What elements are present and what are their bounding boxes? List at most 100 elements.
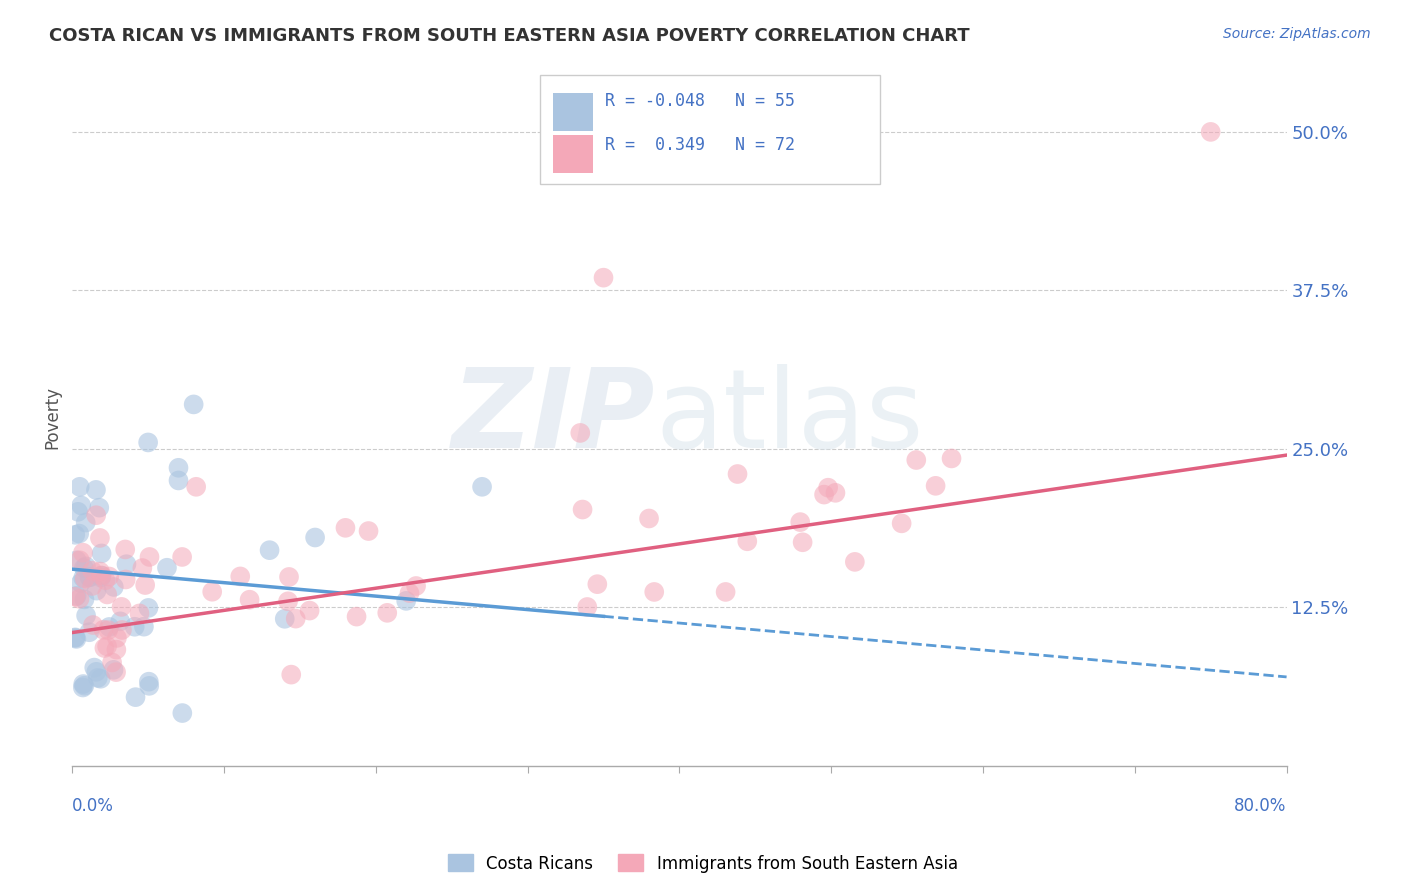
Point	[84, 483, 107, 497]
Point	[98, 620, 121, 634]
Point	[132, 620, 155, 634]
Point	[66, 553, 89, 567]
Point	[284, 612, 307, 626]
Point	[84, 665, 107, 679]
Point	[93, 623, 115, 637]
Point	[277, 594, 299, 608]
Point	[69, 480, 91, 494]
Point	[124, 620, 146, 634]
Point	[80, 564, 103, 578]
Point	[638, 511, 661, 525]
Point	[82, 618, 104, 632]
Point	[924, 479, 946, 493]
Point	[131, 561, 153, 575]
Point	[335, 521, 357, 535]
Point	[89, 565, 111, 579]
Point	[96, 587, 118, 601]
Text: 0.0%: 0.0%	[72, 797, 114, 815]
Point	[105, 665, 128, 680]
Point	[79, 570, 101, 584]
Point	[65, 590, 87, 604]
Point	[357, 524, 380, 538]
Point	[67, 526, 90, 541]
Point	[395, 594, 418, 608]
Point	[817, 481, 839, 495]
Point	[569, 425, 592, 440]
Point	[576, 599, 599, 614]
Y-axis label: Poverty: Poverty	[44, 385, 60, 449]
Point	[70, 499, 93, 513]
Text: R =  0.349   N = 72: R = 0.349 N = 72	[606, 136, 796, 154]
Text: Source: ZipAtlas.com: Source: ZipAtlas.com	[1223, 27, 1371, 41]
Point	[111, 623, 134, 637]
Point	[69, 591, 91, 606]
Point	[69, 576, 91, 591]
FancyBboxPatch shape	[553, 135, 593, 173]
Point	[304, 531, 326, 545]
FancyBboxPatch shape	[540, 76, 880, 184]
Point	[110, 599, 132, 614]
Point	[346, 609, 368, 624]
Point	[183, 397, 205, 411]
Point	[65, 632, 87, 646]
Point	[905, 453, 928, 467]
Point	[167, 474, 190, 488]
Point	[134, 578, 156, 592]
Point	[86, 583, 108, 598]
Point	[124, 690, 146, 705]
Point	[84, 508, 107, 523]
Point	[90, 570, 112, 584]
Point	[73, 592, 96, 607]
Point	[186, 480, 208, 494]
Point	[93, 640, 115, 655]
Point	[844, 555, 866, 569]
Point	[239, 592, 262, 607]
Point	[115, 557, 138, 571]
Point	[105, 642, 128, 657]
Point	[714, 585, 737, 599]
Point	[789, 515, 811, 529]
Point	[89, 531, 111, 545]
Point	[792, 535, 814, 549]
Point	[79, 570, 101, 584]
Point	[75, 559, 97, 574]
Point	[90, 568, 112, 582]
Point	[941, 451, 963, 466]
Point	[201, 584, 224, 599]
Point	[136, 435, 159, 450]
Point	[298, 604, 321, 618]
Point	[398, 586, 420, 600]
Point	[90, 546, 112, 560]
Point	[90, 672, 112, 686]
Point	[105, 631, 128, 645]
Point	[375, 606, 398, 620]
Point	[571, 502, 593, 516]
Point	[72, 571, 94, 585]
Point	[97, 623, 120, 637]
Point	[87, 671, 110, 685]
Point	[65, 631, 87, 645]
Point	[278, 570, 301, 584]
Text: atlas: atlas	[655, 364, 924, 471]
Point	[735, 534, 758, 549]
Point	[75, 608, 97, 623]
Point	[66, 505, 89, 519]
Point	[128, 607, 150, 621]
Point	[72, 681, 94, 695]
Point	[65, 631, 87, 645]
Text: COSTA RICAN VS IMMIGRANTS FROM SOUTH EASTERN ASIA POVERTY CORRELATION CHART: COSTA RICAN VS IMMIGRANTS FROM SOUTH EAS…	[49, 27, 970, 45]
Point	[83, 660, 105, 674]
Point	[1199, 125, 1222, 139]
Point	[138, 674, 160, 689]
Point	[274, 612, 297, 626]
Point	[82, 579, 104, 593]
Point	[824, 485, 846, 500]
Point	[72, 546, 94, 560]
Text: ZIP: ZIP	[451, 364, 655, 471]
Text: 80.0%: 80.0%	[1234, 797, 1286, 815]
Legend: Costa Ricans, Immigrants from South Eastern Asia: Costa Ricans, Immigrants from South East…	[441, 847, 965, 880]
Point	[72, 677, 94, 691]
Point	[89, 500, 111, 515]
Point	[114, 573, 136, 587]
Point	[114, 542, 136, 557]
